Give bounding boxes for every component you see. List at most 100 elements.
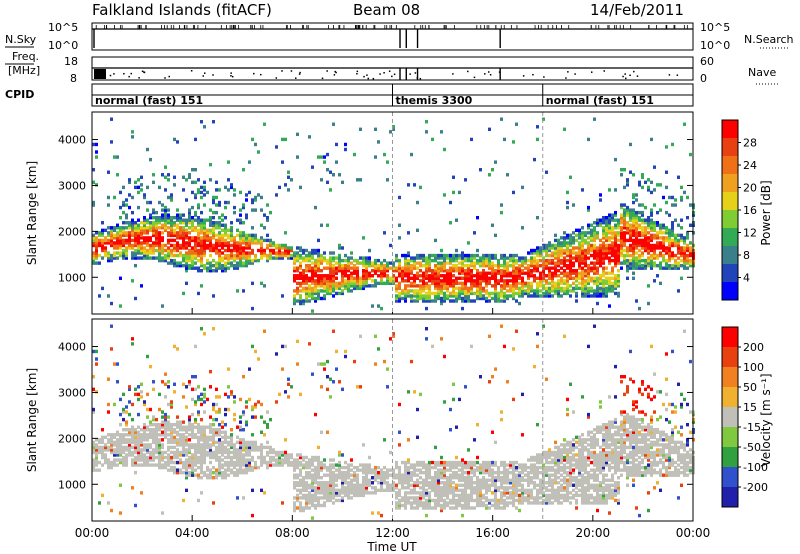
power-cell — [551, 271, 554, 275]
power-cell — [686, 266, 689, 270]
velocity-cell — [305, 476, 308, 480]
power-cell — [245, 256, 248, 260]
power-cell — [548, 241, 551, 245]
velocity-cell — [371, 511, 374, 515]
velocity-cell — [329, 478, 332, 482]
velocity-cell — [302, 458, 305, 462]
power-cell — [329, 256, 332, 260]
power-cell — [305, 269, 308, 273]
power-cell — [419, 256, 422, 260]
velocity-cell — [164, 425, 167, 429]
velocity-cell — [212, 417, 215, 422]
velocity-cell — [362, 463, 365, 467]
velocity-cell — [176, 460, 179, 465]
power-cell — [464, 258, 467, 263]
power-cell — [407, 289, 410, 293]
velocity-cell — [197, 438, 200, 442]
power-cell — [332, 274, 335, 278]
velocity-cell — [311, 460, 314, 465]
velocity-cell — [155, 463, 158, 467]
power-cell — [371, 284, 374, 288]
velocity-cell — [218, 395, 221, 399]
velocity-cell — [200, 460, 203, 465]
power-cell — [296, 274, 299, 278]
velocity-cell — [278, 460, 281, 465]
velocity-cell — [146, 443, 149, 447]
power-cell — [497, 281, 500, 286]
power-cell — [626, 248, 629, 253]
power-cell — [521, 279, 524, 283]
power-cell — [176, 223, 179, 227]
power-cell — [467, 289, 470, 293]
velocity-cell — [347, 486, 350, 490]
power-cell — [158, 236, 161, 240]
velocity-cell — [254, 463, 257, 467]
velocity-cell — [146, 407, 149, 412]
power-cell — [443, 261, 446, 265]
power-cell — [461, 284, 464, 288]
velocity-cell — [242, 445, 245, 450]
power-cell — [167, 231, 170, 235]
power-cell — [659, 241, 662, 245]
velocity-cell — [206, 440, 209, 445]
power-cell — [368, 258, 371, 263]
power-cell — [497, 299, 500, 303]
power-cell — [545, 253, 548, 258]
station-title: Falkland Islands (fitACF) — [92, 1, 272, 19]
velocity-cell — [224, 430, 227, 434]
power-cell — [443, 258, 446, 263]
velocity-cell — [176, 440, 179, 445]
power-cell — [164, 248, 167, 253]
velocity-cell — [131, 460, 134, 465]
power-cell — [623, 233, 626, 238]
velocity-cell — [239, 450, 242, 455]
power-cell — [311, 276, 314, 280]
velocity-cell — [218, 433, 221, 437]
velocity-cell — [107, 458, 110, 462]
power-cell — [335, 271, 338, 275]
power-cell — [563, 251, 566, 255]
power-cell — [215, 223, 218, 227]
power-cell — [158, 200, 161, 205]
power-cell — [668, 236, 671, 240]
power-cell — [194, 226, 197, 230]
velocity-cell — [245, 400, 248, 404]
power-cell — [182, 213, 185, 217]
velocity-cell — [386, 486, 389, 490]
power-cell — [137, 228, 140, 233]
velocity-cell — [317, 488, 320, 493]
power-cell — [542, 261, 545, 265]
velocity-cell — [359, 488, 362, 493]
velocity-cell — [395, 496, 398, 500]
power-cell — [449, 271, 452, 275]
velocity-cell — [299, 503, 302, 508]
power-cell — [617, 233, 620, 238]
power-cell — [506, 173, 509, 177]
velocity-cell — [362, 476, 365, 480]
power-cell — [569, 175, 572, 179]
power-cell — [638, 183, 641, 187]
power-cell — [407, 266, 410, 270]
power-cell — [470, 291, 473, 296]
power-cell — [230, 233, 233, 238]
power-cell — [422, 253, 425, 258]
power-cell — [578, 276, 581, 280]
power-cell — [401, 266, 404, 270]
power-cell — [602, 258, 605, 263]
power-cell — [353, 263, 356, 268]
power-cell — [530, 274, 533, 278]
velocity-cell — [218, 440, 221, 445]
power-cell — [470, 289, 473, 293]
power-cell — [98, 243, 101, 248]
power-cell — [674, 263, 677, 268]
power-cell — [590, 238, 593, 243]
power-cell — [638, 218, 641, 222]
velocity-cell — [338, 470, 341, 475]
power-cell — [347, 269, 350, 273]
power-cell — [662, 231, 665, 235]
velocity-cell — [161, 511, 164, 515]
power-cell — [671, 256, 674, 260]
velocity-cell — [344, 493, 347, 498]
velocity-cell — [140, 455, 143, 460]
power-cell — [443, 263, 446, 268]
